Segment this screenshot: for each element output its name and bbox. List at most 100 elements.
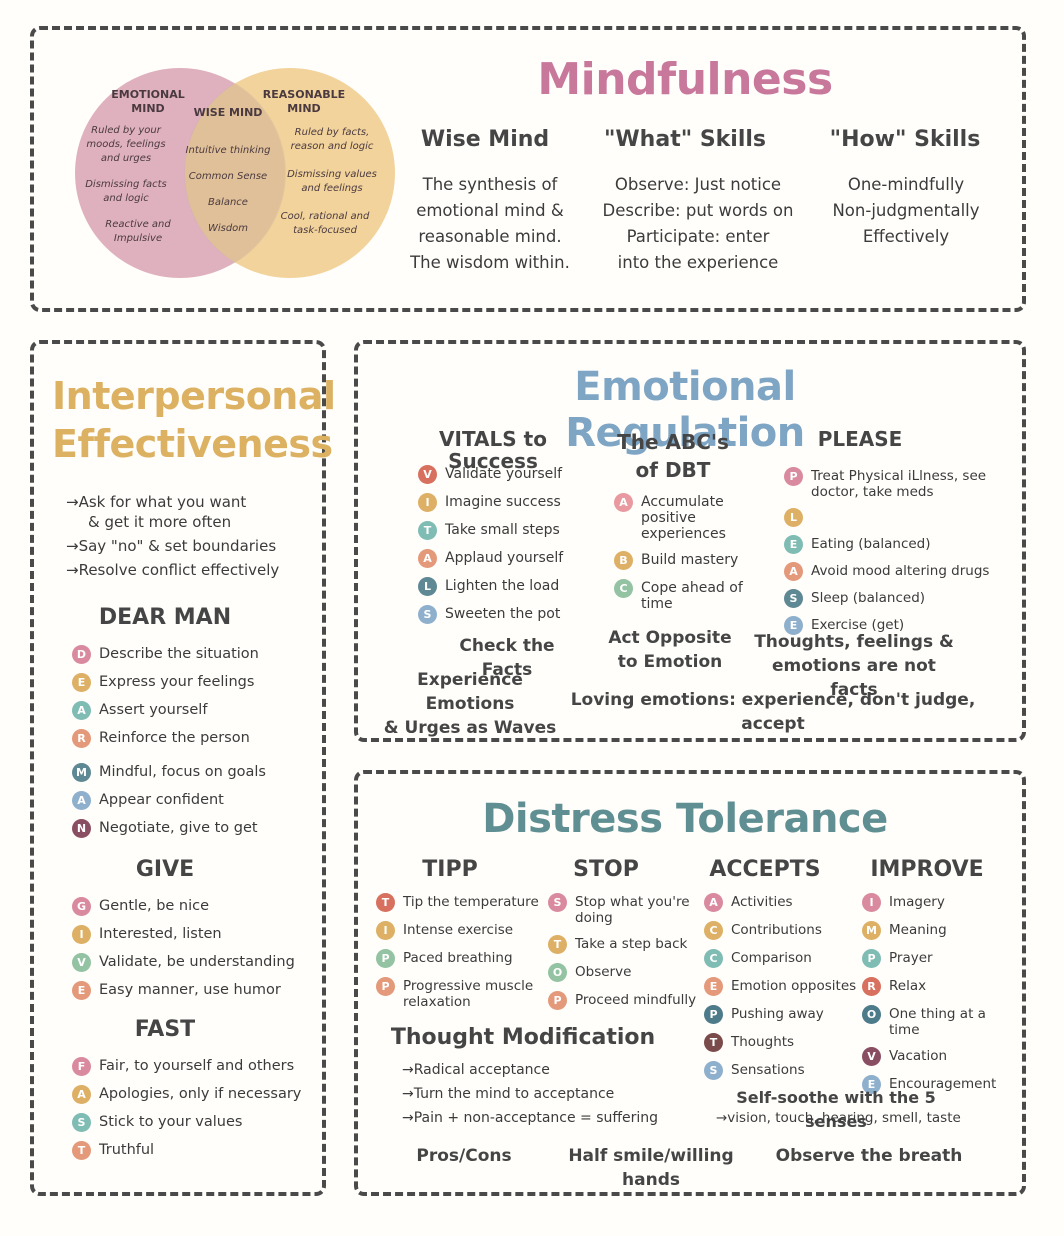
list-item: M Meaning xyxy=(862,921,1012,940)
list-item: I Interested, listen xyxy=(72,925,312,944)
how-skills-line: One-mindfully xyxy=(847,175,965,194)
list-item-text: Take a step back xyxy=(575,936,688,952)
act-opposite-label: Act Opposite to Emotion xyxy=(600,626,740,674)
letter-badge: R xyxy=(862,977,881,996)
letter-badge: L xyxy=(784,508,803,527)
thought-mod-item: →Pain + non-acceptance = suffering xyxy=(402,1110,659,1126)
list-item-text: Comparison xyxy=(731,950,812,966)
interpersonal-bullet: →Say "no" & set boundaries xyxy=(66,537,277,555)
list-item: M Mindful, focus on goals xyxy=(72,763,312,782)
list-item-text: Vacation xyxy=(889,1048,948,1064)
list-item-text: Stop what you're doing xyxy=(575,894,690,926)
list-item: T Tip the temperature xyxy=(376,893,546,912)
accepts-list: A Activities C Contributions C Comparison E Emo… xyxy=(704,893,859,1090)
list-item-text: Gentle, be nice xyxy=(99,898,210,914)
letter-badge: I xyxy=(376,921,395,940)
list-item: C Contributions xyxy=(704,921,859,940)
letter-badge: E xyxy=(784,616,803,635)
wise-mind-title: WISE MIND xyxy=(193,106,263,119)
give-heading: GIVE xyxy=(135,857,195,882)
letter-badge: G xyxy=(72,897,91,916)
list-item-text: Exercise (get) xyxy=(811,617,905,633)
list-item: P Prayer xyxy=(862,949,1012,968)
abc-heading-line: The ABC's xyxy=(617,430,729,454)
wise-mind-lines: Intuitive thinking Common Sense Balance … xyxy=(178,138,278,242)
wise-mind-text: The synthesis of emotional mind & reason… xyxy=(400,172,580,276)
letter-badge: V xyxy=(862,1047,881,1066)
list-item-text: Validate yourself xyxy=(445,466,563,482)
what-skills-heading: "What" Skills xyxy=(603,127,767,152)
list-item-text: Relax xyxy=(889,978,927,994)
fast-heading: FAST xyxy=(134,1017,196,1042)
abc-heading: The ABC's of DBT xyxy=(608,428,738,484)
interpersonal-bullets: →Ask for what you want & get it more oft… xyxy=(66,490,316,582)
list-item: R Reinforce the person xyxy=(72,729,312,748)
list-item-text: One thing at a time xyxy=(889,1006,986,1038)
list-item-text: Sensations xyxy=(731,1062,805,1078)
list-item-text: Activities xyxy=(731,894,793,910)
letter-badge: S xyxy=(548,893,567,912)
letter-badge: P xyxy=(862,949,881,968)
reasonable-mind-circle xyxy=(185,68,395,278)
regulation-title: Emotional Regulation xyxy=(565,364,805,456)
list-item-text: Truthful xyxy=(99,1142,155,1158)
letter-badge: E xyxy=(862,1075,881,1094)
improve-heading: IMPROVE xyxy=(870,857,984,882)
list-item-text: Take small steps xyxy=(445,522,560,538)
letter-badge: T xyxy=(376,893,395,912)
list-item-text: Applaud yourself xyxy=(445,550,564,566)
list-item-text: Progressive muscle relaxation xyxy=(403,978,534,1010)
list-item: C Comparison xyxy=(704,949,859,968)
list-item-text: Express your feelings xyxy=(99,674,255,690)
experience-line: Experience Emotions xyxy=(417,670,523,714)
list-item: C Cope ahead of time xyxy=(614,579,754,612)
list-item-text: Sleep (balanced) xyxy=(811,590,926,606)
letter-badge: A xyxy=(72,1085,91,1104)
interpersonal-title-line: Effectiveness xyxy=(52,422,333,466)
list-item-text: Avoid mood altering drugs xyxy=(811,563,990,579)
letter-badge: T xyxy=(704,1033,723,1052)
letter-badge: R xyxy=(72,729,91,748)
thoughts-label: Thoughts, feelings & emotions are not fa… xyxy=(754,630,954,702)
list-item: V Validate yourself xyxy=(418,465,608,484)
list-item-text: Pushing away xyxy=(731,1006,824,1022)
letter-badge: V xyxy=(418,465,437,484)
list-item: S Stop what you're doing xyxy=(548,893,698,926)
loving-label: Loving emotions: experience, don't judge… xyxy=(570,690,976,734)
interpersonal-title: Interpersonal Effectiveness xyxy=(52,372,336,468)
list-item: A Assert yourself xyxy=(72,701,312,720)
dear-man-heading: DEAR MAN xyxy=(98,605,232,630)
list-item: E Exercise (get) xyxy=(784,616,994,635)
list-item: S Sleep (balanced) xyxy=(784,589,994,608)
list-item: E Eating (balanced) xyxy=(784,535,994,554)
list-item: S Sensations xyxy=(704,1061,859,1080)
list-item: B Build mastery xyxy=(614,551,754,570)
reasonable-mind-title: REASONABLE MIND xyxy=(262,88,346,115)
letter-badge: N xyxy=(72,819,91,838)
thought-mod-heading: Thought Modification xyxy=(390,1025,656,1050)
list-item: D Describe the situation xyxy=(72,645,312,664)
act-opposite-line: to Emotion xyxy=(617,652,723,672)
wise-mind-line: reasonable mind. xyxy=(418,227,562,246)
list-item-text: Apologies, only if necessary xyxy=(99,1086,302,1102)
letter-badge: O xyxy=(862,1005,881,1024)
letter-badge: D xyxy=(72,645,91,664)
reasonable-mind-lines: Ruled by facts, reason and logic Dismiss… xyxy=(281,126,382,238)
letter-badge: P xyxy=(704,1005,723,1024)
interpersonal-bullet: →Resolve conflict effectively xyxy=(66,561,280,579)
letter-badge: V xyxy=(72,953,91,972)
thought-mod-list: →Radical acceptance →Turn the mind to ac… xyxy=(402,1058,692,1130)
letter-badge: T xyxy=(418,521,437,540)
emotional-line: Reactive and Impulsive xyxy=(105,219,171,244)
act-opposite-line: Act Opposite xyxy=(608,628,732,648)
check-facts-label: Check the Facts xyxy=(459,636,555,680)
what-skills-line: Participate: enter xyxy=(626,227,770,246)
fast-list: F Fair, to yourself and others A Apologies,… xyxy=(72,1057,312,1170)
letter-badge: A xyxy=(704,893,723,912)
letter-badge: M xyxy=(862,921,881,940)
list-item: E Encouragement xyxy=(862,1075,1012,1094)
abc-list: A Accumulate positive experiences B Build m… xyxy=(614,493,754,622)
interpersonal-section xyxy=(30,340,326,1196)
list-item-text: Assert yourself xyxy=(99,702,208,718)
interpersonal-title-line: Interpersonal xyxy=(52,374,336,418)
